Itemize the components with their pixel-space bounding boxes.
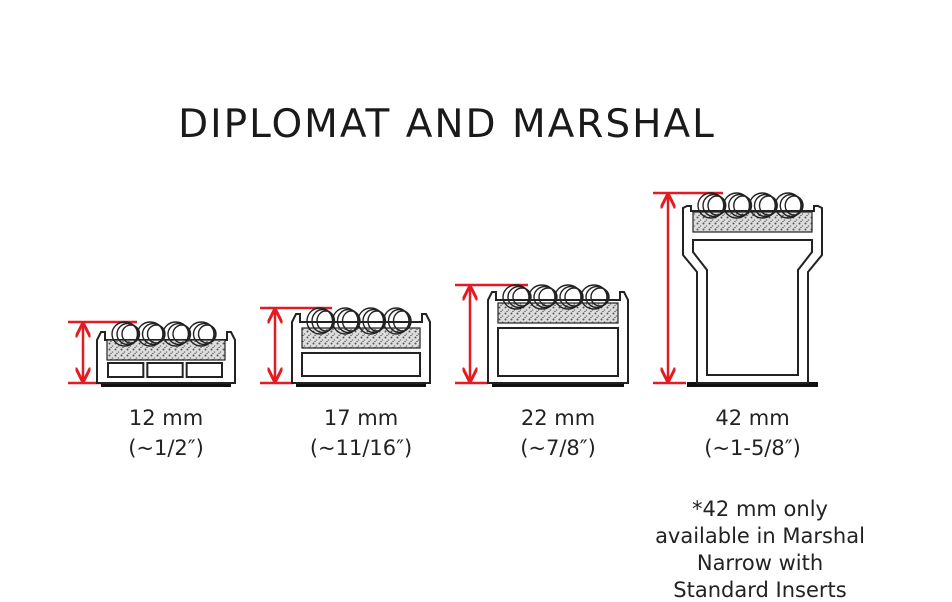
bristle-loop xyxy=(197,324,217,344)
bristle-loop xyxy=(172,324,192,344)
footnote-line: *42 mm only xyxy=(692,497,828,521)
bristle-loop xyxy=(758,195,778,216)
bristle-loop xyxy=(316,310,336,332)
bristle-loop xyxy=(784,195,804,216)
cell xyxy=(185,362,224,378)
base-pad xyxy=(296,382,426,387)
inch-label: (~11/16″) xyxy=(310,436,412,460)
bristle-loop xyxy=(187,321,215,347)
bristle-loop xyxy=(559,285,583,309)
bristle-loop xyxy=(702,193,726,218)
size-label: 42 mm xyxy=(715,406,789,430)
footnote-line: Standard Inserts xyxy=(673,578,846,602)
bristle-loop xyxy=(367,310,387,332)
inch-label: (~7/8″) xyxy=(520,436,596,460)
bristle-loop xyxy=(533,285,557,309)
cell xyxy=(107,362,145,378)
bristle-loop xyxy=(141,322,165,346)
bristle-loop xyxy=(538,287,558,307)
bristle-loop xyxy=(167,322,191,346)
bristle-loop xyxy=(733,195,753,216)
bristle-loop xyxy=(382,307,410,335)
cell xyxy=(497,327,619,377)
bristle-loop xyxy=(564,287,584,307)
bristle-loop xyxy=(392,310,412,332)
bristle-loop xyxy=(341,310,361,332)
base-pad xyxy=(687,382,818,387)
inch-label: (~1/2″) xyxy=(128,436,204,460)
bristle-loop xyxy=(753,193,777,218)
bristle-loop xyxy=(779,193,803,218)
bristle-loop xyxy=(707,195,727,216)
bristle-loop xyxy=(146,324,166,344)
bristle-loop xyxy=(728,193,752,218)
title: DIPLOMAT AND MARSHAL xyxy=(178,102,716,147)
base-pad xyxy=(101,382,231,387)
base-pad xyxy=(492,382,624,387)
bristle-loop xyxy=(362,308,386,334)
bristle-loop xyxy=(387,308,411,334)
size-label: 12 mm xyxy=(129,406,203,430)
inch-label: (~1-5/8″) xyxy=(704,436,801,460)
bristle-loop xyxy=(580,284,608,310)
bristle-loop xyxy=(585,285,609,309)
bristle-loop xyxy=(116,322,140,346)
footnote-line: Narrow with xyxy=(697,551,823,575)
bristle-loop xyxy=(507,285,531,309)
bristle-loop xyxy=(121,324,141,344)
profiles xyxy=(68,191,823,387)
size-label: 22 mm xyxy=(521,406,595,430)
footnote-line: available in Marshal xyxy=(655,524,865,548)
bristle-loop xyxy=(311,308,335,334)
bristle-loop xyxy=(192,322,216,346)
bristle-loop xyxy=(774,192,802,219)
frame-channel xyxy=(692,239,813,376)
size-label: 17 mm xyxy=(324,406,398,430)
cell xyxy=(146,362,184,378)
cell xyxy=(301,352,421,377)
bristle-loop xyxy=(512,287,532,307)
bristle-loop xyxy=(336,308,360,334)
bristle-loop xyxy=(590,287,610,307)
